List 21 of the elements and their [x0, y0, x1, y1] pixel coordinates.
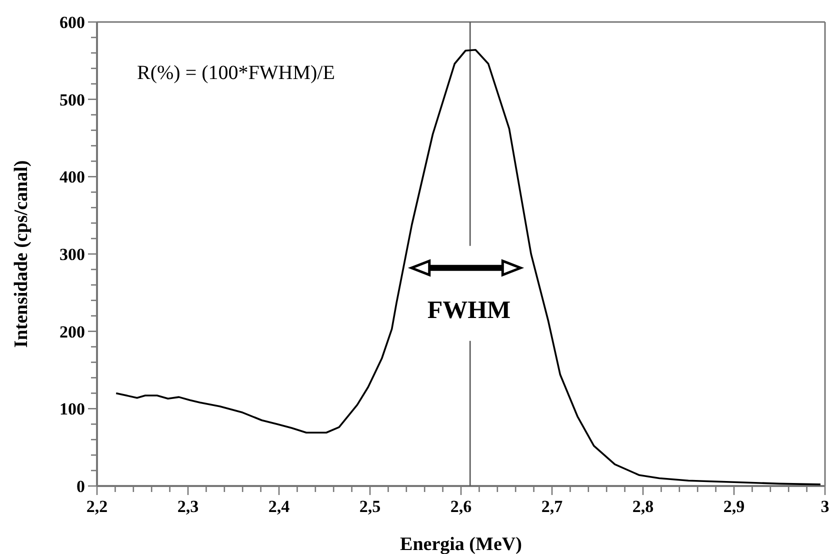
y-axis-title: Intensidade (cps/canal): [11, 160, 32, 348]
y-tick-label: 400: [60, 168, 85, 187]
x-axis-title: Energia (MeV): [400, 534, 522, 554]
y-tick-label: 600: [60, 13, 85, 32]
y-tick-label: 0: [76, 477, 85, 496]
x-tick-label: 2,3: [177, 497, 199, 516]
x-tick-label: 3: [820, 497, 830, 516]
y-tick-label: 500: [60, 90, 85, 110]
x-tick-label: 2,6: [450, 497, 472, 516]
line-series: [115, 48, 822, 486]
annotation: R(%) = (100*FWHM)/E: [137, 62, 335, 84]
x-tick-label: 2,9: [723, 497, 745, 516]
x-tick-label: 2,2: [86, 497, 108, 516]
y-tick-label: 200: [60, 322, 85, 342]
x-tick-label: 2,4: [268, 497, 290, 516]
annotation: FWHM: [427, 296, 511, 324]
x-tick-label: 2,8: [632, 497, 654, 516]
y-tick-label: 300: [60, 245, 85, 264]
y-tick-label: 100: [60, 400, 85, 419]
x-tick-label: 2,5: [359, 497, 381, 516]
x-tick-label: 2,7: [541, 497, 564, 516]
